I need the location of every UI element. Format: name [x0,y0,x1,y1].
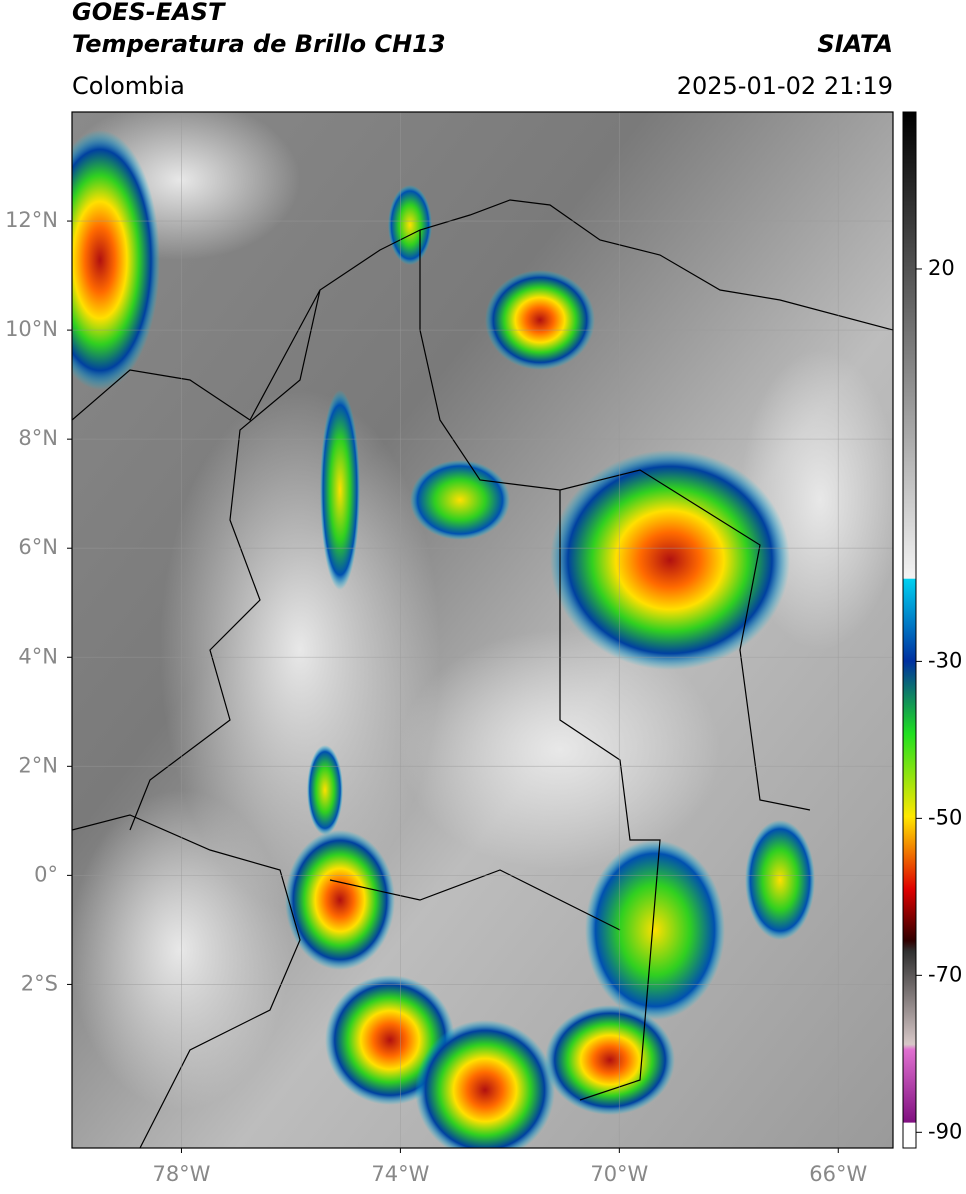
storm [388,185,432,265]
storm [485,270,595,370]
colorbar-tick-label: -50 [928,805,962,829]
cloud [400,630,720,870]
borders [72,199,893,1148]
lat-tick-label: 12°N [5,208,58,232]
storm [585,840,725,1020]
satellite-image [72,112,893,1148]
colorbar [902,111,917,1149]
lat-tick-label: 8°N [18,426,58,450]
title: GOES-EAST [72,0,226,26]
timestamp: 2025-01-02 21:19 [677,72,893,100]
colorbar-tick-label: -30 [928,648,962,672]
lon-tick-label: 78°W [152,1162,210,1186]
lon-tick-label: 66°W [809,1162,867,1186]
lat-tick-label: 6°N [18,535,58,559]
storm [550,450,790,670]
colorbar-tick-label: -90 [928,1119,962,1143]
storm [410,460,510,540]
storm [745,820,815,940]
map-frame [71,111,894,1149]
lat-tick-label: 0° [34,862,58,886]
storm [545,1005,675,1115]
storm [285,830,395,970]
storm [307,745,343,835]
cloud [72,790,290,1110]
lat-tick-label: 4°N [18,644,58,668]
lat-tick-label: 10°N [5,317,58,341]
subtitle: Temperatura de Brillo CH13 [72,30,446,58]
lon-tick-label: 74°W [371,1162,429,1186]
lat-tick-label: 2°S [21,971,58,995]
region: Colombia [72,72,185,100]
colorbar-tick-label: 20 [928,256,955,280]
storm [320,390,360,590]
storm [415,1020,555,1148]
source: SIATA [817,30,893,58]
lat-tick-label: 2°N [18,753,58,777]
colorbar-tick-label: -70 [928,962,962,986]
lon-tick-label: 70°W [590,1162,648,1186]
storm [72,130,160,390]
